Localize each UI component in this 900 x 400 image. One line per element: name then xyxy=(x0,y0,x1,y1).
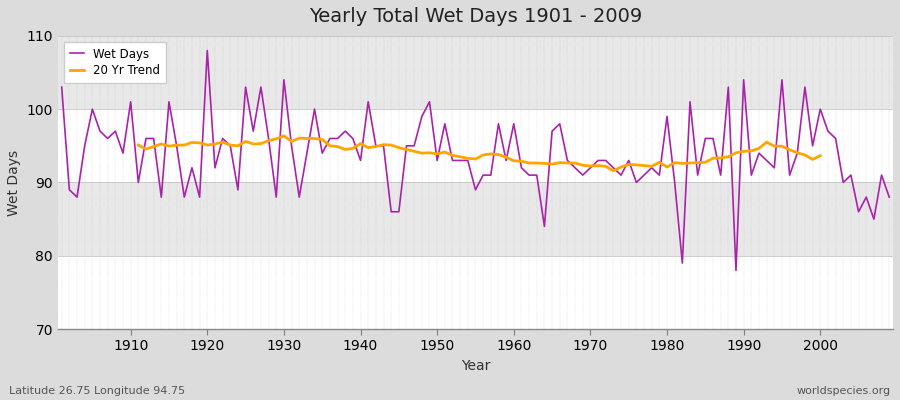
20 Yr Trend xyxy=(731,150,742,155)
20 Yr Trend xyxy=(278,134,289,138)
20 Yr Trend xyxy=(225,143,236,148)
Bar xyxy=(58,256,893,329)
Wet Days xyxy=(293,195,304,200)
Wet Days xyxy=(57,85,68,90)
Wet Days xyxy=(608,165,619,170)
Line: Wet Days: Wet Days xyxy=(62,50,889,270)
X-axis label: Year: Year xyxy=(461,359,491,373)
Wet Days xyxy=(340,129,351,134)
Wet Days xyxy=(202,48,212,53)
Bar xyxy=(58,182,893,256)
Wet Days xyxy=(118,151,129,156)
20 Yr Trend xyxy=(814,153,825,158)
Text: Latitude 26.75 Longitude 94.75: Latitude 26.75 Longitude 94.75 xyxy=(9,386,185,396)
Legend: Wet Days, 20 Yr Trend: Wet Days, 20 Yr Trend xyxy=(64,42,166,83)
20 Yr Trend xyxy=(624,162,634,167)
Y-axis label: Wet Days: Wet Days xyxy=(7,149,21,216)
Wet Days xyxy=(731,268,742,273)
Title: Yearly Total Wet Days 1901 - 2009: Yearly Total Wet Days 1901 - 2009 xyxy=(309,7,642,26)
Text: worldspecies.org: worldspecies.org xyxy=(796,386,891,396)
20 Yr Trend xyxy=(608,168,619,173)
20 Yr Trend xyxy=(799,152,810,157)
Wet Days xyxy=(516,165,526,170)
Wet Days xyxy=(508,122,519,126)
Bar xyxy=(58,109,893,182)
Bar xyxy=(58,36,893,109)
20 Yr Trend xyxy=(133,143,144,148)
Line: 20 Yr Trend: 20 Yr Trend xyxy=(139,136,820,171)
20 Yr Trend xyxy=(716,156,726,160)
Wet Days xyxy=(884,195,895,200)
20 Yr Trend xyxy=(347,146,358,151)
